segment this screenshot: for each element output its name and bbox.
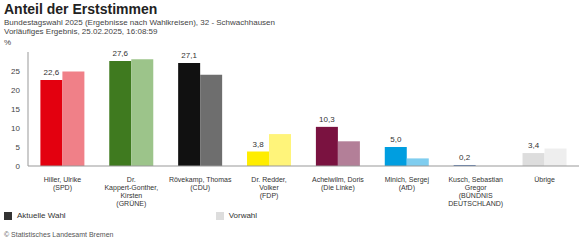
svg-text:22,6: 22,6	[44, 68, 60, 77]
svg-text:3,8: 3,8	[252, 140, 264, 149]
svg-text:3,4: 3,4	[528, 141, 540, 150]
svg-text:Dr.Kappert-Gonther,Kirsten(GRÜ: Dr.Kappert-Gonther,Kirsten(GRÜNE)	[104, 176, 158, 208]
svg-text:0,2: 0,2	[459, 153, 471, 162]
html-text:Vorwahl: Vorwahl	[228, 211, 258, 220]
svg-text:0: 0	[16, 162, 21, 171]
html-text:Anteil der Erststimmen: Anteil der Erststimmen	[4, 1, 158, 17]
svg-text:Achelwilm, Doris(Die Linke): Achelwilm, Doris(Die Linke)	[312, 176, 364, 192]
html-text:Aktuelle Wahl: Aktuelle Wahl	[17, 211, 66, 220]
svg-text:5: 5	[16, 143, 21, 152]
svg-text:15: 15	[11, 105, 20, 114]
svg-text:Übrige: Übrige	[534, 176, 555, 184]
svg-text:5,0: 5,0	[390, 135, 402, 144]
svg-text:Kusch, SebastianGregor(BÜNDNIS: Kusch, SebastianGregor(BÜNDNISDEUTSCHLAN…	[448, 176, 503, 208]
svg-text:Hiller, Ulrike(SPD): Hiller, Ulrike(SPD)	[44, 176, 81, 192]
svg-text:Rövekamp, Thomas(CDU): Rövekamp, Thomas(CDU)	[169, 176, 232, 192]
html-text:© Statistisches Landesamt Brem: © Statistisches Landesamt Bremen	[4, 231, 114, 238]
svg-text:Minich, Sergej(AfD): Minich, Sergej(AfD)	[385, 176, 430, 192]
svg-text:27,6: 27,6	[112, 49, 128, 58]
svg-text:10: 10	[11, 124, 20, 133]
html-text:Vorläufiges Ergebnis, 25.02.20: Vorläufiges Ergebnis, 25.02.2025, 16:08:…	[4, 27, 158, 36]
svg-text:27,1: 27,1	[181, 51, 197, 60]
svg-text:Dr. Redder,Volker(FDP): Dr. Redder,Volker(FDP)	[251, 176, 286, 200]
svg-text:20: 20	[11, 86, 20, 95]
html-text:Bundestagswahl 2025 (Ergebniss: Bundestagswahl 2025 (Ergebnisse nach Wah…	[4, 18, 275, 27]
svg-text:25: 25	[11, 67, 20, 76]
svg-text:10,3: 10,3	[319, 115, 335, 124]
